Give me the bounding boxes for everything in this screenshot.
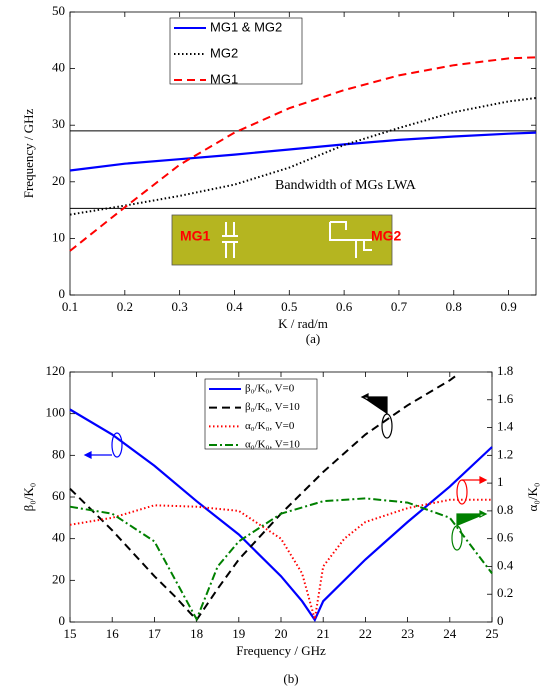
x-tick-label: 0.6 (336, 299, 353, 314)
y-tick-label: 0 (59, 286, 66, 301)
x-tick-label: 17 (148, 626, 162, 641)
legend-label: β₀/K₀, V=0 (245, 383, 295, 395)
arrow (360, 393, 388, 414)
ellipse (111, 432, 123, 458)
y-tick-label: 30 (52, 116, 65, 131)
inset (171, 214, 393, 266)
y2-tick-label: 0.6 (497, 530, 514, 545)
y-tick-label: 10 (52, 229, 65, 244)
x-tick-label: 0.4 (226, 299, 243, 314)
y-tick-label: 0 (59, 613, 66, 628)
x-tick-label: 24 (443, 626, 457, 641)
plot-frame (69, 371, 493, 623)
series-line (69, 131, 537, 172)
arrow (83, 451, 112, 459)
series-line (69, 373, 459, 622)
y2-tick-label: 1.6 (497, 391, 514, 406)
x-tick-label: 15 (64, 626, 77, 641)
y-tick-label: 120 (46, 363, 66, 378)
x-tick-label: 0.3 (172, 299, 188, 314)
y2-tick-label: 0.2 (497, 585, 513, 600)
x-tick-label: 21 (317, 626, 330, 641)
y-tick-label: 20 (52, 571, 65, 586)
series-line (69, 97, 537, 216)
inset-mg2-shape (329, 221, 372, 258)
y2-tick-label: 1 (497, 474, 504, 489)
x-tick-label: 0.5 (281, 299, 297, 314)
series-line (69, 408, 493, 623)
y-tick-label: 40 (52, 60, 65, 75)
y2-tick-label: 0.8 (497, 502, 513, 517)
y-tick-label: 40 (52, 530, 65, 545)
x-tick-label: 0.1 (62, 299, 78, 314)
legend-label: MG2 (210, 45, 238, 60)
plot-frame (69, 11, 537, 296)
y-tick-label: 60 (52, 488, 65, 503)
x-tick-label: 0.2 (117, 299, 133, 314)
y-axis-label: Frequency / GHz (21, 109, 36, 199)
annotation: Bandwidth of MGs LWA (275, 178, 417, 193)
caption: (b) (283, 671, 298, 686)
y2-tick-label: 1.2 (497, 446, 513, 461)
x-axis-label: K / rad/m (278, 316, 328, 331)
legend-label: α₀/K₀, V=0 (245, 420, 295, 432)
arrow (456, 510, 488, 526)
caption: (a) (306, 331, 320, 346)
x-tick-label: 18 (190, 626, 203, 641)
series-line (69, 56, 537, 252)
ellipse (381, 413, 393, 439)
y-axis-label: β₀/K₀ (21, 483, 36, 512)
x-tick-label: 0.8 (446, 299, 462, 314)
inset-label: MG1 (180, 228, 211, 244)
y-tick-label: 20 (52, 173, 65, 188)
x-tick-label: 23 (401, 626, 414, 641)
x-tick-label: 19 (232, 626, 245, 641)
ellipse (451, 525, 463, 551)
y2-tick-label: 1.4 (497, 419, 514, 434)
annotations (83, 393, 488, 551)
series-line (69, 497, 493, 622)
legend-label: MG1 (210, 71, 238, 86)
arrow (462, 476, 488, 484)
legend-label: α₀/K₀, V=10 (245, 439, 300, 451)
y-tick-label: 80 (52, 446, 65, 461)
y2-tick-label: 1.8 (497, 363, 513, 378)
inset-label: MG2 (371, 228, 402, 244)
y2-tick-label: 0.4 (497, 557, 514, 572)
inset-mg1-shape (222, 222, 238, 258)
legend-box (204, 378, 318, 450)
y-tick-label: 50 (52, 3, 65, 18)
x-tick-label: 16 (106, 626, 120, 641)
x-tick-label: 0.9 (500, 299, 516, 314)
y2-axis-label: α₀/K₀ (525, 483, 540, 512)
x-tick-label: 20 (275, 626, 288, 641)
x-tick-label: 25 (486, 626, 499, 641)
y2-tick-label: 0 (497, 613, 504, 628)
y-tick-label: 100 (46, 405, 66, 420)
legend-label: MG1 & MG2 (210, 19, 282, 34)
x-tick-label: 0.7 (391, 299, 408, 314)
series-line (69, 498, 492, 620)
x-axis-label: Frequency / GHz (236, 643, 326, 658)
legend-label: β₀/K₀, V=10 (245, 401, 300, 413)
x-tick-label: 22 (359, 626, 372, 641)
